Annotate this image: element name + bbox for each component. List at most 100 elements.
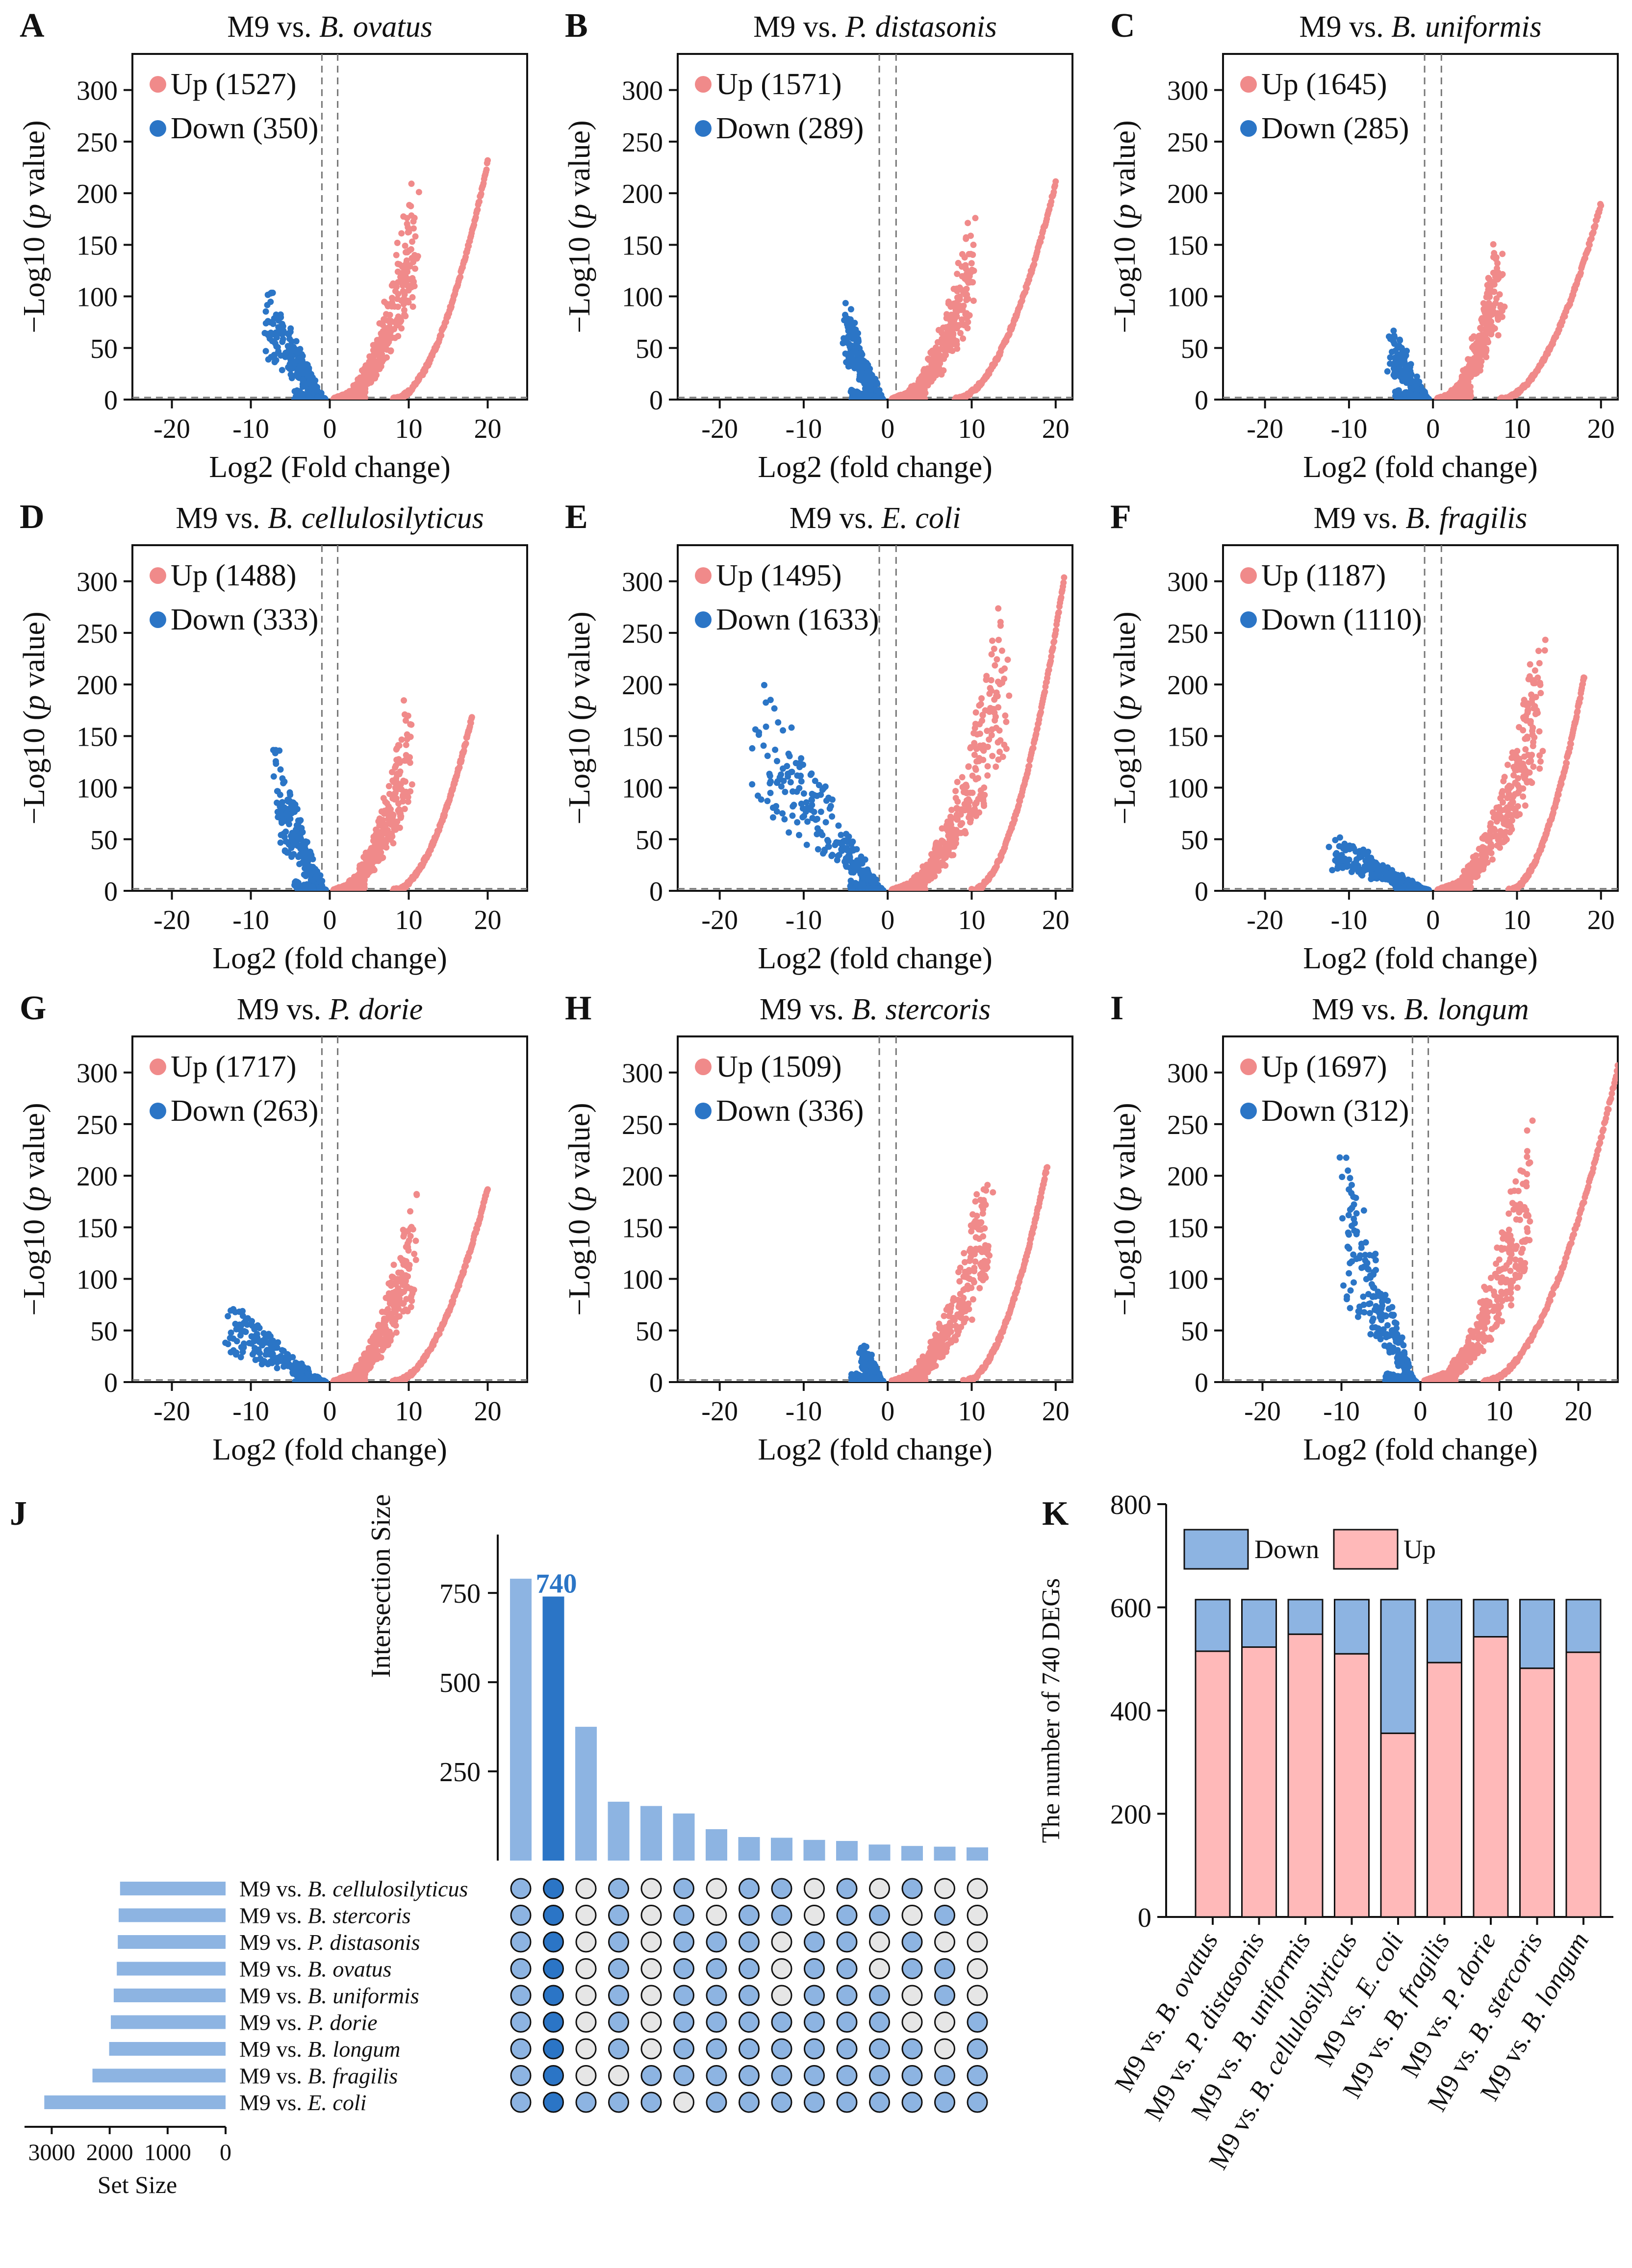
up-point: [370, 352, 377, 358]
up-point: [405, 287, 412, 294]
up-point: [969, 252, 976, 258]
down-point: [1390, 338, 1397, 345]
up-point: [1483, 353, 1490, 360]
down-point: [268, 353, 275, 360]
down-point: [294, 373, 301, 380]
up-point: [389, 795, 396, 802]
up-point: [929, 356, 936, 363]
up-point: [386, 790, 393, 797]
up-point: [411, 283, 418, 290]
up-point: [401, 806, 408, 812]
y-tick-label: 100: [622, 774, 663, 804]
up-point: [402, 262, 409, 269]
legend-down-marker: [150, 120, 166, 137]
down-point: [287, 371, 294, 378]
up-point: [924, 367, 931, 374]
up-point: [409, 238, 416, 245]
legend-down-marker: [150, 611, 166, 628]
up-point: [959, 251, 966, 257]
up-point: [902, 391, 909, 398]
up-point: [353, 879, 359, 885]
up-point: [378, 330, 384, 337]
up-point: [963, 292, 969, 299]
up-point: [1480, 307, 1487, 314]
down-point: [1416, 378, 1423, 385]
down-point: [840, 340, 846, 347]
up-point: [971, 752, 978, 758]
up-point: [947, 813, 954, 820]
down-point: [1403, 366, 1410, 373]
up-point: [942, 333, 949, 340]
panel-title: M9 vs. B. cellulosilyticus: [176, 502, 484, 535]
down-point: [270, 773, 277, 780]
up-point: [1499, 251, 1506, 257]
up-point: [483, 166, 490, 173]
label-species: B. cellulosilyticus: [268, 502, 484, 535]
up-point: [360, 883, 367, 890]
down-point: [300, 366, 306, 373]
up-point: [401, 757, 408, 764]
down-point: [293, 883, 300, 890]
legend-up-marker: [150, 567, 166, 584]
up-point: [381, 316, 387, 323]
up-point: [385, 783, 392, 790]
up-point: [963, 234, 969, 241]
up-point: [1475, 358, 1481, 365]
up-point: [402, 242, 408, 249]
up-point: [408, 246, 414, 253]
legend-up-label: Up (1527): [171, 68, 297, 101]
down-point: [307, 395, 314, 400]
volcano-panel-b: B M9 vs. P. distasonis050100150200250300-…: [563, 7, 1073, 484]
y-tick-label: 200: [622, 670, 663, 701]
down-point: [316, 884, 323, 891]
up-point: [387, 347, 394, 354]
up-point: [942, 854, 949, 861]
volcano-panel-d: D M9 vs. B. cellulosilyticus0501001502002…: [18, 498, 528, 975]
down-point: [847, 306, 854, 313]
up-point: [979, 717, 986, 724]
up-point: [407, 754, 413, 761]
up-point: [943, 324, 949, 331]
up-point: [981, 784, 988, 791]
up-point: [398, 230, 405, 237]
down-point: [1402, 350, 1408, 357]
down-point: [302, 884, 308, 891]
y-label-p: p: [18, 695, 51, 712]
down-point: [267, 299, 274, 305]
up-point: [395, 800, 402, 807]
x-tick-label: 20: [1587, 414, 1615, 444]
up-point: [941, 347, 948, 353]
down-point: [868, 372, 875, 378]
up-point: [405, 798, 411, 805]
up-point: [954, 271, 961, 277]
up-point: [394, 772, 401, 779]
up-point: [993, 763, 999, 770]
up-point: [993, 725, 1000, 731]
up-point: [400, 276, 407, 283]
up-point: [408, 721, 415, 728]
label-prefix: M9 vs.: [176, 502, 268, 535]
down-point: [312, 873, 319, 880]
up-point: [1457, 393, 1464, 400]
down-point: [850, 359, 857, 366]
up-point: [375, 342, 382, 349]
up-point: [995, 636, 1002, 643]
up-point: [962, 782, 969, 789]
up-point: [961, 264, 968, 271]
down-point: [865, 361, 871, 368]
up-point: [997, 619, 1004, 626]
up-point: [408, 202, 414, 209]
up-point: [400, 778, 407, 784]
up-point: [353, 884, 360, 891]
up-point: [972, 215, 979, 222]
down-point: [1413, 373, 1420, 380]
x-tick-label: -20: [701, 905, 738, 935]
up-point: [958, 316, 965, 323]
down-point: [277, 311, 284, 318]
down-point: [276, 328, 283, 335]
up-point: [938, 837, 945, 844]
y-tick-label: 0: [1195, 385, 1208, 416]
up-point: [978, 695, 985, 702]
down-point: [1384, 368, 1391, 375]
